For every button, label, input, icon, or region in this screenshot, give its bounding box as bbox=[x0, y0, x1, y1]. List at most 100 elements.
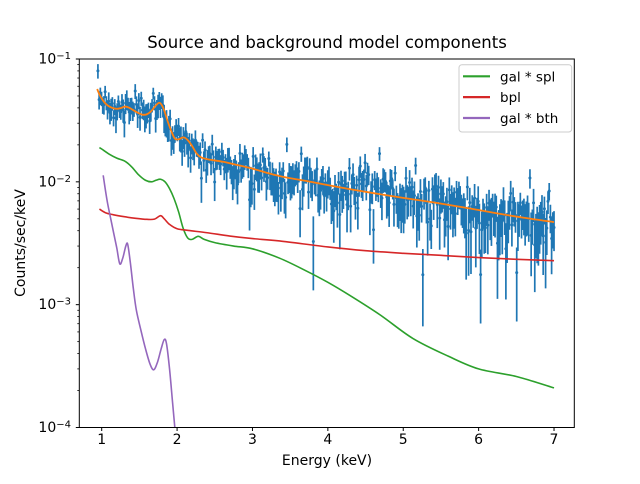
y-tick-exponent: −3 bbox=[56, 297, 71, 308]
data-point bbox=[552, 225, 556, 229]
data-point bbox=[341, 193, 345, 197]
data-point bbox=[447, 188, 451, 192]
y-tick-exponent: −4 bbox=[56, 420, 71, 431]
y-tick-label: 10−4 bbox=[38, 420, 71, 437]
data-point bbox=[476, 199, 480, 203]
data-point bbox=[315, 167, 319, 171]
data-point bbox=[115, 109, 119, 113]
series-line-gal-bth bbox=[102, 175, 176, 428]
data-point bbox=[96, 69, 100, 73]
data-point bbox=[378, 152, 382, 156]
data-point bbox=[237, 170, 241, 174]
data-point bbox=[307, 190, 311, 194]
data-point bbox=[446, 224, 450, 228]
data-point bbox=[528, 176, 532, 180]
data-point bbox=[355, 183, 359, 187]
data-point bbox=[276, 194, 280, 198]
data-point bbox=[349, 204, 353, 208]
data-point bbox=[509, 191, 513, 195]
data-point bbox=[338, 212, 342, 216]
data-point bbox=[429, 224, 433, 228]
data-point bbox=[305, 165, 309, 169]
data-point bbox=[353, 201, 357, 205]
data-point bbox=[252, 187, 256, 191]
data-point bbox=[139, 96, 143, 100]
data-point bbox=[137, 98, 141, 102]
data-point bbox=[344, 182, 348, 186]
data-point bbox=[368, 208, 372, 212]
data-point bbox=[351, 173, 355, 177]
data-point bbox=[285, 142, 289, 146]
data-point bbox=[483, 226, 487, 230]
y-tick-label: 10−1 bbox=[38, 51, 71, 68]
data-point bbox=[434, 184, 438, 188]
data-point bbox=[532, 201, 536, 205]
data-point bbox=[116, 99, 120, 103]
data-point bbox=[284, 195, 288, 199]
data-point bbox=[376, 186, 380, 190]
x-tick-label: 3 bbox=[248, 432, 257, 448]
data-point bbox=[370, 185, 374, 189]
data-point bbox=[390, 177, 394, 181]
data-point bbox=[545, 226, 549, 230]
data-point bbox=[465, 185, 469, 189]
data-point bbox=[477, 221, 481, 225]
data-point bbox=[189, 156, 193, 160]
data-point bbox=[258, 163, 262, 167]
data-point bbox=[251, 154, 255, 158]
data-point bbox=[107, 99, 111, 103]
data-point bbox=[467, 228, 471, 232]
data-point bbox=[356, 206, 360, 210]
data-point bbox=[177, 124, 181, 128]
data-point bbox=[328, 186, 332, 190]
data-point bbox=[363, 161, 367, 165]
data-point bbox=[250, 182, 254, 186]
data-point bbox=[198, 150, 202, 154]
data-point bbox=[420, 204, 424, 208]
data-point bbox=[547, 189, 551, 193]
data-point bbox=[297, 169, 301, 173]
data-point bbox=[541, 234, 545, 238]
data-point bbox=[236, 182, 240, 186]
data-point bbox=[453, 212, 457, 216]
x-axis-label: Energy (keV) bbox=[282, 453, 372, 469]
data-point bbox=[387, 201, 391, 205]
data-point bbox=[260, 176, 264, 180]
data-point bbox=[515, 271, 519, 275]
y-tick-label: 10−2 bbox=[38, 174, 71, 191]
data-point bbox=[436, 185, 440, 189]
data-point bbox=[267, 157, 271, 161]
data-point bbox=[183, 141, 187, 145]
data-point bbox=[510, 223, 514, 227]
x-tick-label: 1 bbox=[97, 432, 106, 448]
series-line-total-model bbox=[96, 88, 555, 224]
data-point bbox=[103, 90, 107, 94]
legend-box bbox=[458, 64, 573, 133]
data-point bbox=[421, 273, 425, 277]
y-tick-exponent: −1 bbox=[56, 51, 71, 62]
data-point bbox=[332, 209, 336, 213]
data-point bbox=[168, 117, 172, 121]
data-point bbox=[414, 163, 418, 167]
data-point bbox=[261, 153, 265, 157]
data-point bbox=[403, 202, 407, 206]
data-point bbox=[213, 180, 217, 184]
data-point bbox=[199, 176, 203, 180]
data-point bbox=[219, 162, 223, 166]
x-tick-label: 6 bbox=[474, 432, 483, 448]
data-point bbox=[266, 176, 270, 180]
data-point bbox=[298, 207, 302, 211]
data-point bbox=[480, 228, 484, 232]
data-point bbox=[426, 220, 430, 224]
data-point bbox=[299, 152, 303, 156]
series-line-bpl bbox=[98, 208, 555, 262]
legend: gal * spl bpl gal * bth bbox=[458, 64, 573, 133]
data-point bbox=[546, 199, 550, 203]
data-point bbox=[469, 230, 473, 234]
data-point bbox=[438, 216, 442, 220]
data-point bbox=[358, 164, 362, 168]
data-point bbox=[281, 169, 285, 173]
y-axis-label: Counts/sec/keV bbox=[13, 189, 29, 297]
